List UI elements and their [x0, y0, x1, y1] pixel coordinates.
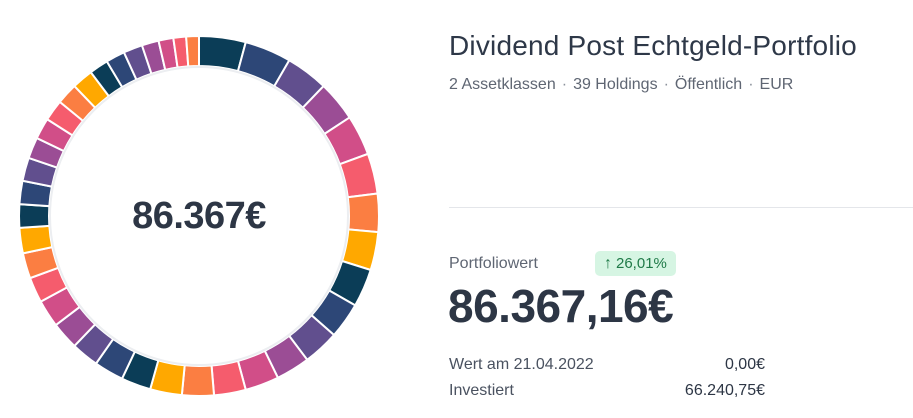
- invested-row-label: Investiert: [449, 382, 514, 399]
- section-divider: [449, 207, 913, 208]
- value-row: Wert am 21.04.2022 0,00€: [449, 356, 765, 374]
- donut-inner-ring: [49, 66, 349, 366]
- meta-currency: EUR: [759, 76, 794, 93]
- invested-row-value: 66.240,75€: [684, 382, 765, 399]
- meta-separator: ·: [663, 76, 669, 93]
- portfolio-value-label: Portfoliowert: [449, 255, 538, 272]
- portfolio-meta: 2 Assetklassen · 39 Holdings · Öffentlich · EU…: [449, 76, 793, 94]
- performance-badge: ↑ 26,01%: [595, 251, 676, 276]
- performance-change: 26,01%: [616, 255, 667, 272]
- value-row-value: 0,00€: [724, 356, 765, 373]
- meta-separator: ·: [561, 76, 568, 93]
- meta-holdings: 39 Holdings: [573, 76, 658, 93]
- allocation-donut-chart[interactable]: 86.367€: [17, 34, 381, 398]
- meta-separator: ·: [748, 76, 754, 93]
- meta-assetklassen: 2 Assetklassen: [449, 76, 556, 93]
- portfolio-value-amount: 86.367,16€: [448, 280, 674, 332]
- value-row-label: Wert am 21.04.2022: [449, 356, 594, 373]
- invested-row: Investiert 66.240,75€: [449, 382, 765, 400]
- portfolio-title: Dividend Post Echtgeld-Portfolio: [449, 30, 857, 61]
- donut-svg: [18, 34, 380, 397]
- donut-center-value: 86.367€: [132, 194, 266, 237]
- meta-visibility: Öffentlich: [674, 76, 743, 93]
- arrow-up-icon: ↑: [604, 254, 612, 272]
